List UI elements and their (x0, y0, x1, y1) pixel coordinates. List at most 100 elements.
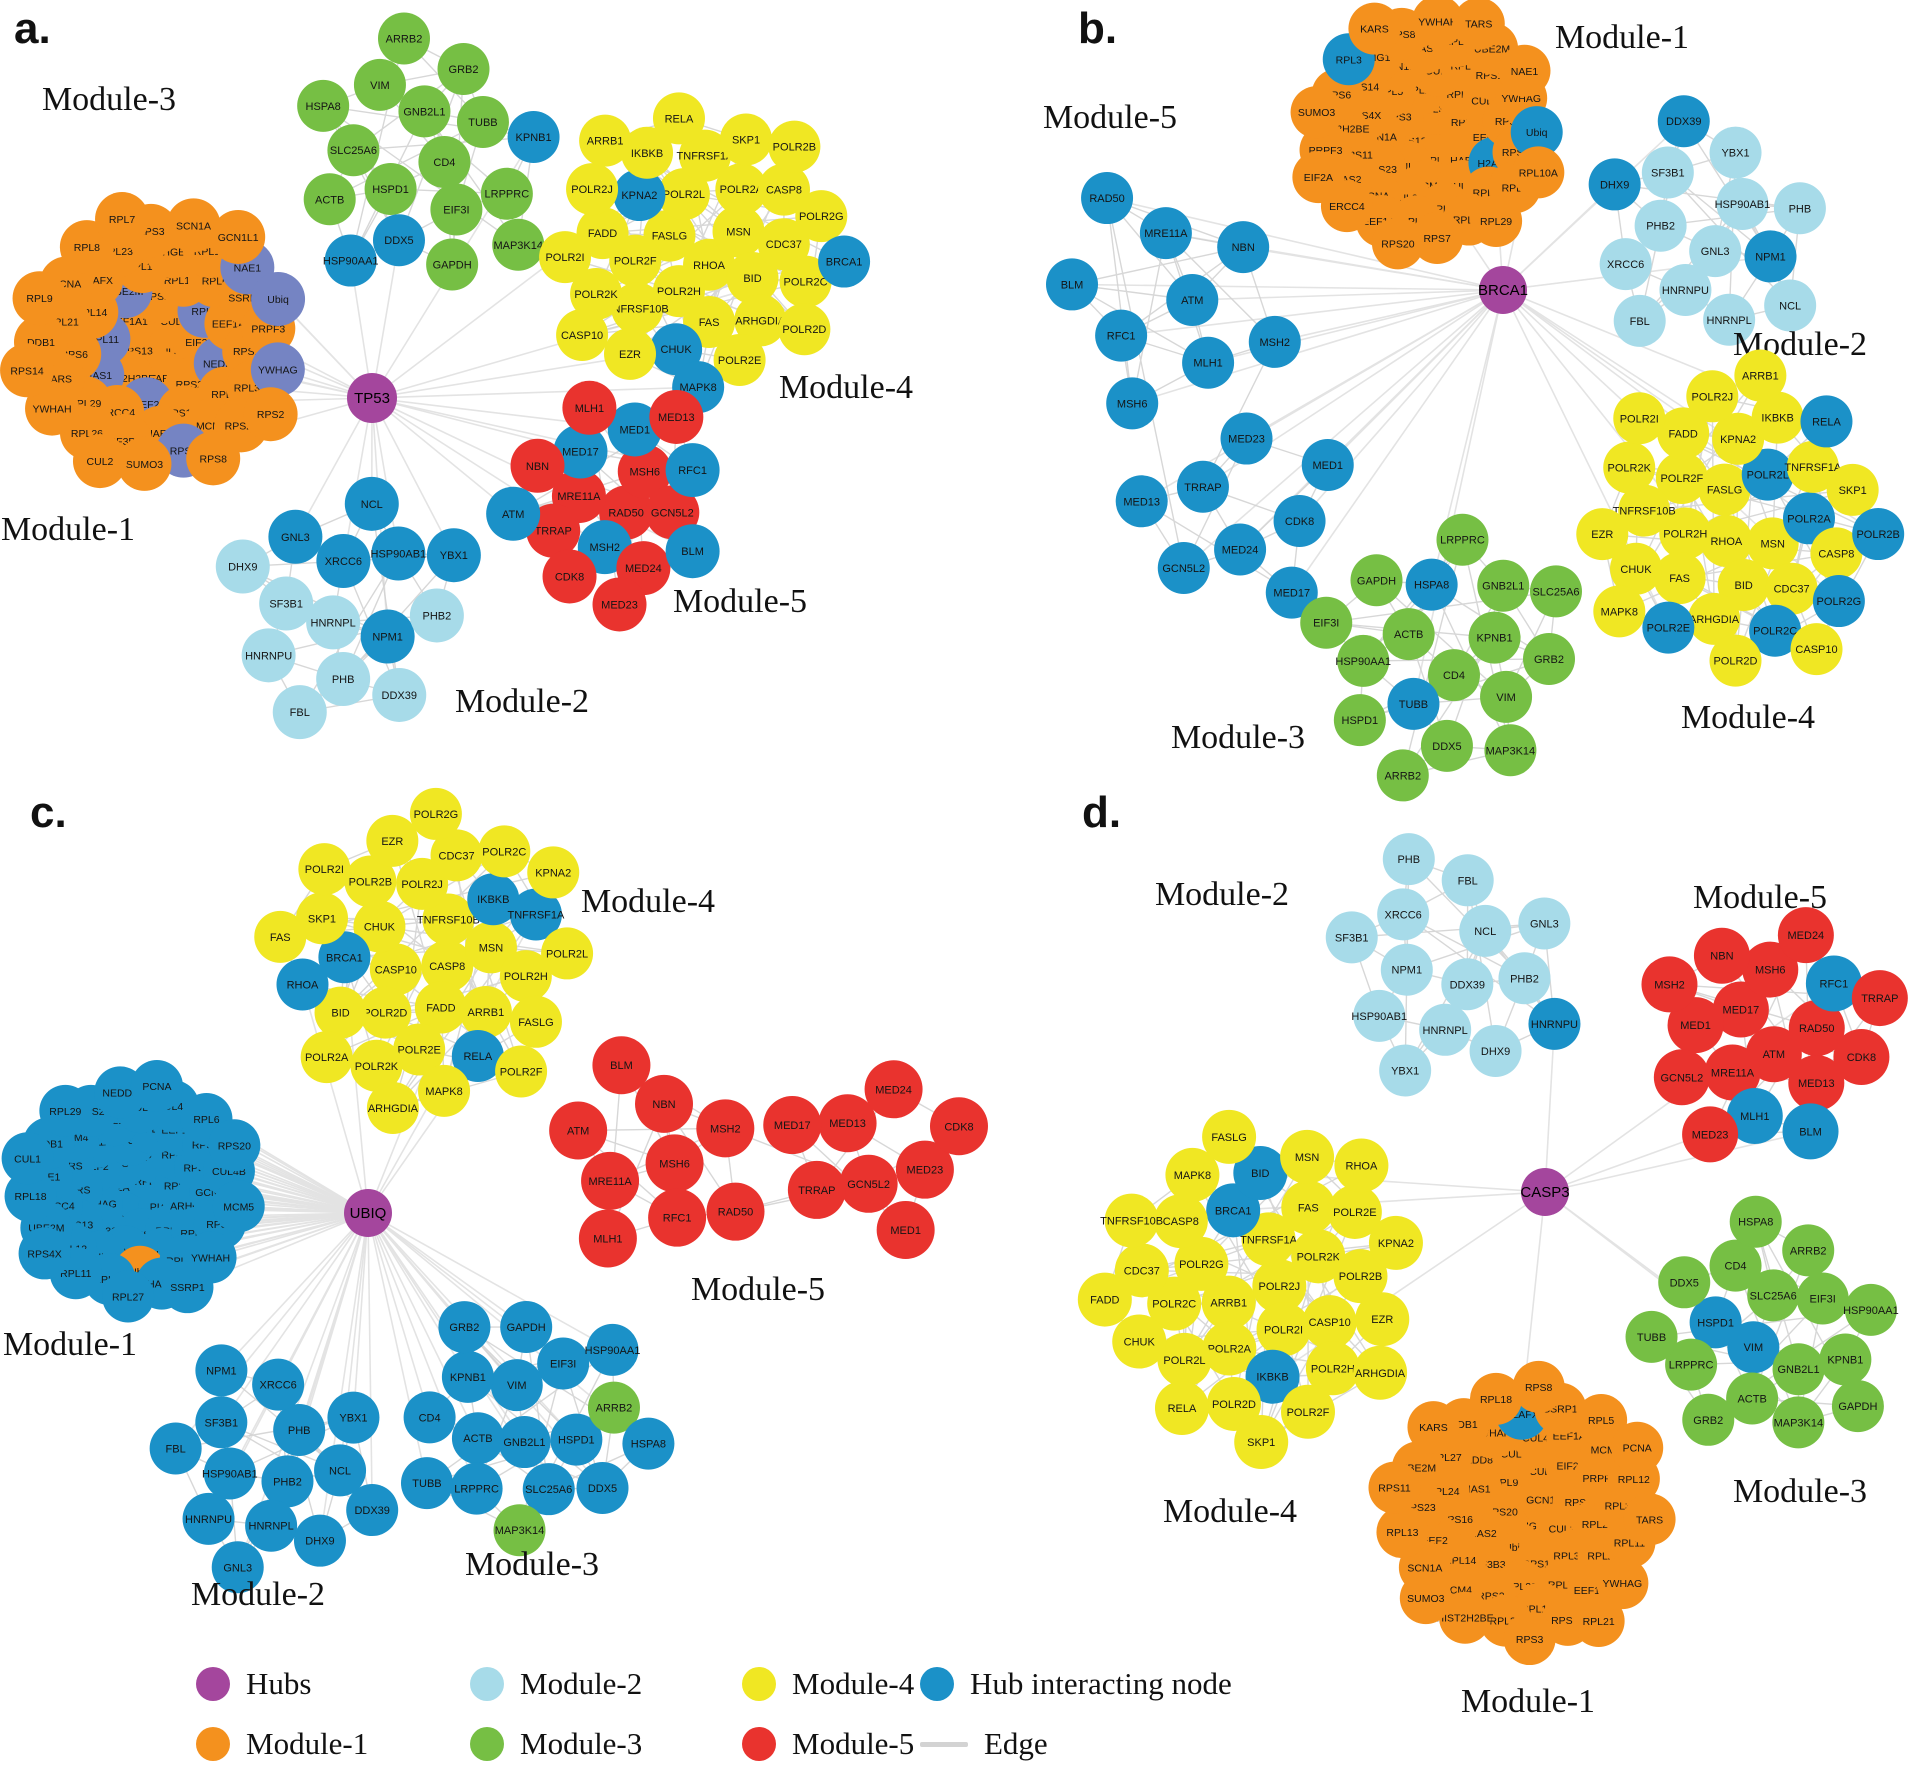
node-ARRB2: ARRB2 (1376, 749, 1429, 802)
node-BID: BID (1717, 558, 1770, 611)
node-circle-NCL (1459, 904, 1512, 957)
node-label-HSP90AA1: HSP90AA1 (1843, 1305, 1899, 1317)
node-label-BID: BID (743, 273, 761, 285)
node-label-SKP1: SKP1 (1247, 1437, 1275, 1449)
node-DDX39: DDX39 (372, 667, 427, 722)
node-label-HSPA8: HSPA8 (631, 1439, 666, 1451)
node-POLR2E: POLR2E (713, 334, 766, 387)
node-circle-POLR2L (1157, 1332, 1212, 1387)
cluster-title-c4: Module-4 (581, 883, 715, 920)
cluster-title-d1: Module-1 (1461, 1683, 1595, 1720)
node-circle-BID (726, 252, 779, 305)
node-label-KPNB1: KPNB1 (1477, 633, 1513, 645)
node-label-DHX9: DHX9 (305, 1536, 334, 1548)
node-circle-SKP1 (296, 892, 349, 945)
cluster-title-c5l: Module-5 (691, 1271, 825, 1308)
node-POLR2J: POLR2J (396, 857, 449, 910)
node-MAPK8: MAPK8 (1593, 585, 1646, 638)
node-circle-CDK8 (929, 1097, 988, 1156)
node-label-POLR2F: POLR2F (500, 1067, 543, 1079)
node-label-MSH2: MSH2 (1654, 979, 1685, 991)
node-circle-MSH6 (617, 444, 672, 499)
node-KARS: KARS (1348, 2, 1401, 55)
node-label-VIM: VIM (507, 1380, 527, 1392)
node-circle-POLR2L (1741, 448, 1794, 501)
node-circle-POLR2A (1782, 492, 1835, 545)
node-circle-POLR2E (713, 334, 766, 387)
node-label-POLR2L: POLR2L (546, 948, 588, 960)
node-Ubiq: Ubiq (1510, 106, 1563, 159)
node-SLC25A6: SLC25A6 (327, 124, 380, 177)
node-HSPA8: HSPA8 (622, 1417, 675, 1470)
node-circle-POLR2G (1174, 1236, 1229, 1291)
edge (301, 984, 369, 1214)
node-circle-HSP90AB1 (371, 526, 426, 581)
node-CASP8: CASP8 (758, 163, 811, 216)
node-label-EIF3I: EIF3I (443, 204, 469, 216)
node-YWHAG: YWHAG (1596, 1557, 1649, 1610)
node-label-YWHAH: YWHAH (33, 404, 72, 416)
node-GNB2L1: GNB2L1 (1477, 559, 1530, 612)
node-BID: BID (314, 986, 367, 1039)
node-MSH2: MSH2 (1248, 315, 1301, 368)
legend-item-edge: Edge (920, 1726, 1048, 1762)
node-HSPA8: HSPA8 (297, 79, 350, 132)
node-SKP1: SKP1 (1234, 1414, 1289, 1469)
node-label-RAD50: RAD50 (718, 1207, 753, 1219)
hub-label-TP53: TP53 (354, 390, 390, 407)
node-circle-FAS (1653, 552, 1706, 605)
node-RPS14: RPS14 (0, 343, 55, 398)
node-label-TNFRSF10B: TNFRSF10B (606, 303, 669, 315)
node-MAPK8: MAPK8 (1165, 1147, 1220, 1202)
node-NCL: NCL (1459, 904, 1512, 957)
node-label-MSN: MSN (479, 942, 504, 954)
edge (1402, 637, 1496, 776)
node-ARRB1: ARRB1 (1201, 1275, 1256, 1330)
node-TNFRSF10B: TNFRSF10B (1100, 1193, 1163, 1248)
node-circle-ATM (549, 1101, 608, 1160)
node-circle-POLR2D (359, 986, 412, 1039)
node-label-LRPPRC: LRPPRC (1440, 535, 1485, 547)
node-RFC1: RFC1 (1805, 955, 1862, 1012)
node-SKP1: SKP1 (720, 113, 773, 166)
node-label-LRPPRC: LRPPRC (485, 189, 530, 201)
node-KARS: KARS (1407, 1401, 1460, 1454)
node-DDX39: DDX39 (1441, 958, 1494, 1011)
node-circle-KPNB1 (1468, 611, 1521, 664)
node-label-ATM: ATM (502, 509, 524, 521)
node-ACTB: ACTB (303, 173, 356, 226)
node-circle-MRE11A (581, 1151, 640, 1210)
node-circle-EZR (366, 814, 419, 867)
node-EZR: EZR (1576, 508, 1629, 561)
node-label-ACTB: ACTB (463, 1433, 492, 1445)
node-circle-EIF3I (1300, 596, 1353, 649)
node-label-RAD50: RAD50 (1089, 193, 1124, 205)
node-label-SKP1: SKP1 (732, 135, 760, 147)
node-CDC37: CDC37 (430, 829, 483, 882)
node-DHX9: DHX9 (1469, 1024, 1522, 1077)
node-POLR2L: POLR2L (541, 927, 594, 980)
node-CDK8: CDK8 (542, 549, 597, 604)
node-POLR2J: POLR2J (1686, 370, 1739, 423)
node-circle-CD4 (1427, 649, 1480, 702)
node-circle-RPL9 (12, 271, 67, 326)
node-circle-TNFRSF1A (509, 888, 562, 941)
node-RFC1: RFC1 (648, 1188, 707, 1247)
node-circle-ACTB (1382, 608, 1435, 661)
legend-item-module-2: Module-2 (470, 1666, 642, 1702)
node-CASP8: CASP8 (421, 940, 474, 993)
node-circle-YWHAG (250, 342, 305, 397)
node-label-MED24: MED24 (875, 1084, 912, 1096)
node-HSP90AB1: HSP90AB1 (1715, 177, 1770, 230)
node-circle-POLR2A (300, 1031, 353, 1084)
node-circle-RPS7 (1411, 212, 1464, 265)
node-label-HSPD1: HSPD1 (372, 184, 409, 196)
node-SUMO3: SUMO3 (117, 436, 172, 491)
node-DDX39: DDX39 (1657, 95, 1710, 148)
node-circle-MAPK8 (1165, 1147, 1220, 1202)
node-label-ARRB1: ARRB1 (1210, 1298, 1247, 1310)
cluster-title-b5u: Module-5 (1043, 99, 1177, 136)
legend-label: Module-5 (792, 1726, 915, 1761)
node-label-DDX39: DDX39 (354, 1505, 389, 1517)
node-label-LRPPRC: LRPPRC (1669, 1360, 1714, 1372)
